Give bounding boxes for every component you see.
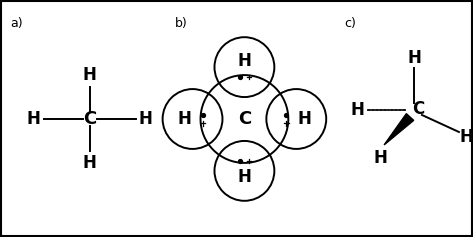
Text: H: H: [460, 128, 474, 146]
Text: H: H: [139, 110, 153, 128]
Text: H: H: [407, 49, 421, 67]
Circle shape: [215, 141, 274, 201]
Text: C: C: [412, 100, 424, 118]
Text: H: H: [178, 110, 191, 128]
Text: H: H: [237, 52, 251, 70]
Circle shape: [266, 89, 326, 149]
Circle shape: [201, 75, 288, 163]
Text: H: H: [83, 154, 97, 172]
Circle shape: [215, 37, 274, 97]
Text: H: H: [27, 110, 41, 128]
Text: H: H: [350, 101, 364, 119]
Text: H: H: [373, 149, 387, 167]
Text: C: C: [83, 110, 96, 128]
Text: H: H: [237, 168, 251, 186]
Text: C: C: [238, 110, 251, 128]
Text: b): b): [174, 17, 187, 30]
Polygon shape: [384, 114, 414, 145]
Text: H: H: [83, 66, 97, 84]
Text: H: H: [297, 110, 311, 128]
Text: c): c): [344, 17, 356, 30]
Circle shape: [163, 89, 222, 149]
Text: a): a): [10, 17, 23, 30]
